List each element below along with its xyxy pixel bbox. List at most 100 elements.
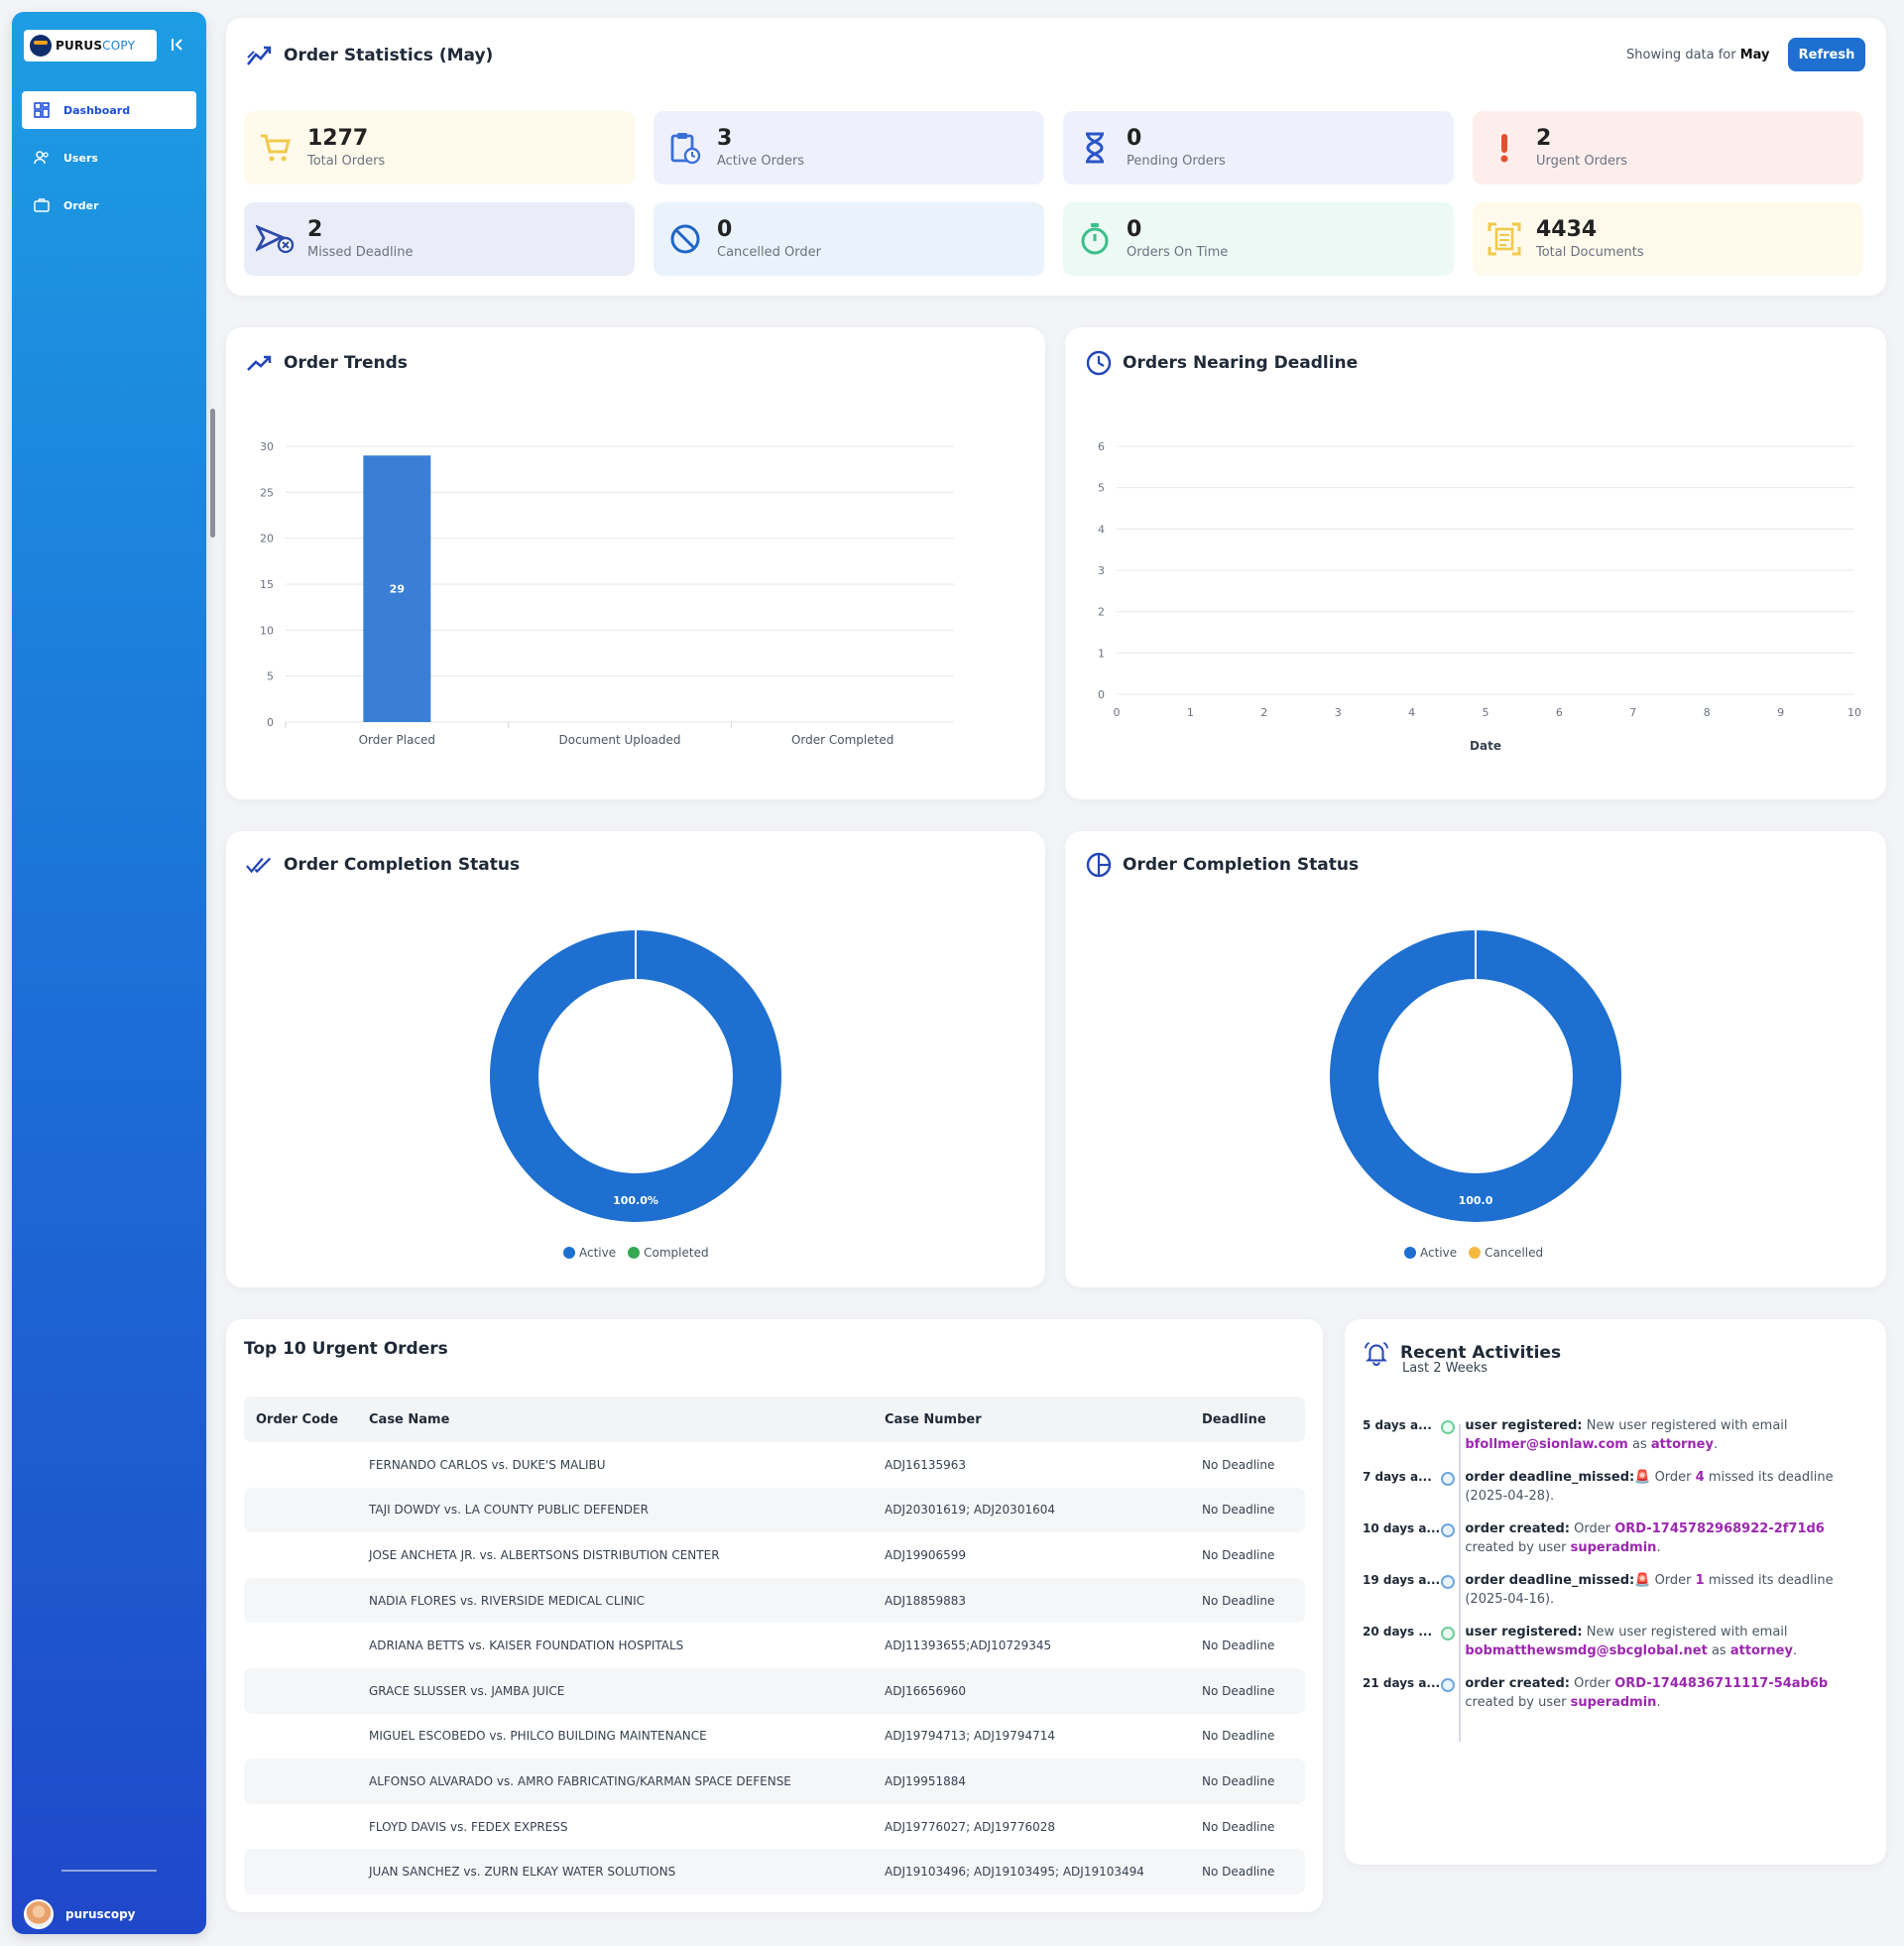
order-completion-donut-left: 100.0% bbox=[490, 930, 781, 1222]
trending-up-icon bbox=[246, 349, 274, 377]
user-profile[interactable]: puruscopy bbox=[24, 1899, 136, 1929]
stat-label: Cancelled Order bbox=[717, 244, 821, 260]
legend-item-active[interactable]: Active bbox=[1404, 1246, 1457, 1260]
activity-link[interactable]: attorney bbox=[1729, 1643, 1793, 1658]
case-name-cell: ALFONSO ALVARADO vs. AMRO FABRICATING/KA… bbox=[357, 1759, 873, 1804]
y-tick-label: 6 bbox=[1098, 440, 1105, 453]
column-header[interactable]: Case Number bbox=[873, 1397, 1190, 1442]
orders-nearing-deadline-card: Orders Nearing Deadline 0 1 2 3 4 5 6 0 1 2 3 4 5 6 7 8… bbox=[1065, 327, 1886, 799]
column-header[interactable]: Order Code bbox=[244, 1397, 357, 1442]
case-name-cell: FLOYD DAVIS vs. FEDEX EXPRESS bbox=[369, 1819, 568, 1834]
column-header[interactable]: Case Name bbox=[357, 1397, 873, 1442]
donut-value-label: 100.0% bbox=[613, 1194, 658, 1207]
x-tick-label: Order Placed bbox=[359, 733, 435, 747]
y-tick-label: 2 bbox=[1098, 606, 1105, 619]
order-code-cell bbox=[244, 1623, 357, 1668]
order-code-cell bbox=[244, 1442, 357, 1488]
activity-type: order created: bbox=[1465, 1676, 1571, 1691]
case-number-cell: ADJ11393655;ADJ10729345 bbox=[885, 1639, 1052, 1653]
legend-item-cancelled[interactable]: Cancelled bbox=[1469, 1246, 1543, 1260]
case-name-cell: FERNANDO CARLOS vs. DUKE'S MALIBU bbox=[369, 1457, 606, 1472]
stat-tile-pending-orders[interactable]: 0 Pending Orders bbox=[1063, 111, 1454, 184]
stat-tile-total-documents[interactable]: 4434 Total Documents bbox=[1473, 202, 1863, 276]
timeline-dot-icon bbox=[1441, 1575, 1456, 1589]
case-name-cell: JUAN SANCHEZ vs. ZURN ELKAY WATER SOLUTI… bbox=[357, 1849, 873, 1894]
bar[interactable] bbox=[363, 455, 431, 722]
stat-tile-active-orders[interactable]: 3 Active Orders bbox=[654, 111, 1044, 184]
activity-link[interactable]: attorney bbox=[1650, 1437, 1714, 1452]
table-header-row: Order Code Case Name Case Number Deadlin… bbox=[244, 1397, 1305, 1442]
table-row[interactable]: TAJI DOWDY vs. LA COUNTY PUBLIC DEFENDER… bbox=[244, 1487, 1305, 1533]
order-statistics-card: Order Statistics (May) Showing data for … bbox=[226, 18, 1886, 296]
stat-value: 0 bbox=[717, 216, 733, 242]
table-row[interactable]: JOSE ANCHETA JR. vs. ALBERTSONS DISTRIBU… bbox=[244, 1532, 1305, 1578]
case-number-cell: ADJ18859883 bbox=[873, 1577, 1190, 1624]
sidebar-item-users[interactable]: Users bbox=[22, 139, 196, 177]
activity-link[interactable]: ORD-1744836711117-54ab6b bbox=[1614, 1676, 1829, 1691]
double-check-icon bbox=[246, 851, 274, 879]
activity-link[interactable]: 1 bbox=[1695, 1573, 1705, 1588]
table-row[interactable]: ALFONSO ALVARADO vs. AMRO FABRICATING/KA… bbox=[244, 1759, 1305, 1804]
order-trends-chart: 0 5 10 15 20 25 30 29 Order Placed Document Uploa… bbox=[260, 440, 954, 747]
collapse-sidebar-icon[interactable] bbox=[169, 36, 186, 59]
brand-name-b: COPY bbox=[102, 39, 136, 53]
urgent-orders-title: Top 10 Urgent Orders bbox=[244, 1339, 448, 1359]
stat-value: 3 bbox=[717, 125, 733, 151]
alarm-icon: 🚨 bbox=[1634, 1470, 1651, 1485]
activity-link[interactable]: bfollmer@sionlaw.com bbox=[1465, 1437, 1628, 1452]
x-tick-label: 3 bbox=[1335, 706, 1342, 719]
table-row[interactable]: NADIA FLORES vs. RIVERSIDE MEDICAL CLINI… bbox=[244, 1577, 1305, 1624]
legend-item-active[interactable]: Active bbox=[563, 1246, 616, 1260]
stat-value: 1277 bbox=[307, 125, 369, 151]
activity-time: 20 days ... bbox=[1363, 1625, 1433, 1639]
sidebar-item-label: Order bbox=[63, 198, 99, 212]
stat-tile-orders-on-time[interactable]: 0 Orders On Time bbox=[1063, 202, 1454, 276]
document-scan-icon bbox=[1473, 202, 1536, 276]
table-row[interactable]: GRACE SLUSSER vs. JAMBA JUICE ADJ16656960… bbox=[244, 1667, 1305, 1714]
legend-item-completed[interactable]: Completed bbox=[628, 1246, 709, 1260]
trend-chart-icon bbox=[246, 42, 274, 69]
urgent-orders-table: Order Code Case Name Case Number Deadlin… bbox=[244, 1397, 1305, 1894]
stat-tile-total-orders[interactable]: 1277 Total Orders bbox=[244, 111, 635, 184]
timeline-dot-icon bbox=[1441, 1472, 1456, 1486]
activity-link[interactable]: 4 bbox=[1695, 1470, 1705, 1485]
activity-link[interactable]: bobmatthewsmdg@sbcglobal.net bbox=[1465, 1643, 1708, 1658]
x-tick-label: 4 bbox=[1408, 706, 1415, 719]
table-row[interactable]: FLOYD DAVIS vs. FEDEX EXPRESS ADJ19776027… bbox=[244, 1804, 1305, 1850]
case-number-cell: ADJ19794713; ADJ19794714 bbox=[885, 1729, 1055, 1744]
refresh-button[interactable]: Refresh bbox=[1788, 38, 1865, 71]
sidebar-divider bbox=[61, 1870, 157, 1872]
y-tick-label: 5 bbox=[1098, 482, 1105, 495]
stat-tile-cancelled-order[interactable]: 0 Cancelled Order bbox=[654, 202, 1044, 276]
sidebar-item-dashboard[interactable]: Dashboard bbox=[22, 91, 196, 129]
sidebar-item-order[interactable]: Order bbox=[22, 186, 196, 224]
showing-month: May bbox=[1739, 48, 1770, 62]
order-completion-donut-right: 100.0 bbox=[1330, 930, 1621, 1222]
stat-tile-missed-deadline[interactable]: 2 Missed Deadline bbox=[244, 202, 635, 276]
activity-link[interactable]: superadmin bbox=[1570, 1695, 1657, 1710]
x-tick-label: 10 bbox=[1847, 706, 1861, 719]
brand-logo[interactable]: PURUSCOPY bbox=[24, 30, 157, 61]
column-header[interactable]: Deadline bbox=[1190, 1397, 1305, 1442]
table-row[interactable]: FERNANDO CARLOS vs. DUKE'S MALIBU ADJ1613… bbox=[244, 1442, 1305, 1488]
urgent-orders-card: Top 10 Urgent Orders Order Code Case Nam… bbox=[226, 1319, 1323, 1912]
table-row[interactable]: JUAN SANCHEZ vs. ZURN ELKAY WATER SOLUTI… bbox=[244, 1849, 1305, 1894]
table-row[interactable]: MIGUEL ESCOBEDO vs. PHILCO BUILDING MAIN… bbox=[244, 1714, 1305, 1760]
activity-link[interactable]: ORD-1745782968922-2f71d6 bbox=[1614, 1521, 1825, 1536]
clock-icon bbox=[1085, 349, 1113, 377]
scrollbar[interactable] bbox=[210, 409, 215, 538]
stat-tile-urgent-orders[interactable]: 2 Urgent Orders bbox=[1473, 111, 1863, 184]
activity-text: user registered: New user registered wit… bbox=[1465, 1625, 1798, 1658]
donut-slice-active[interactable] bbox=[1330, 930, 1621, 1222]
activity-item: 7 days a... order deadline_missed:🚨 Orde… bbox=[1363, 1468, 1868, 1506]
table-row[interactable]: ADRIANA BETTS vs. KAISER FOUNDATION HOSP… bbox=[244, 1623, 1305, 1668]
donut-slice-active[interactable] bbox=[490, 930, 781, 1222]
donut-value-label: 100.0 bbox=[1459, 1194, 1493, 1207]
activity-type: user registered: bbox=[1465, 1625, 1583, 1640]
orders-nearing-deadline-chart: 0 1 2 3 4 5 6 0 1 2 3 4 5 6 7 8 9 10 Date bbox=[1098, 440, 1861, 753]
order-statistics-title: Order Statistics (May) bbox=[246, 42, 493, 69]
stat-value: 0 bbox=[1127, 216, 1142, 242]
activity-link[interactable]: superadmin bbox=[1570, 1540, 1657, 1555]
recent-activities-title: Recent Activities bbox=[1363, 1339, 1561, 1367]
activity-item: 10 days a... order created: Order ORD-17… bbox=[1363, 1520, 1868, 1557]
